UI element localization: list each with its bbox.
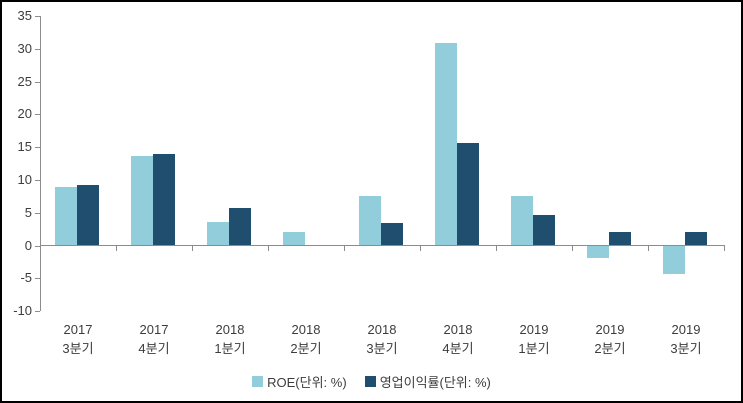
roe-bar — [359, 196, 381, 246]
roe-bar — [511, 196, 533, 246]
y-axis-tick-label: 20 — [17, 106, 32, 122]
y-axis-tick — [35, 278, 40, 279]
legend-swatch-roe — [252, 376, 264, 387]
x-axis-category-year-label: 2018 — [367, 322, 397, 337]
x-axis-tick — [724, 246, 725, 251]
x-axis-category-quarter-label: 3분기 — [366, 341, 398, 356]
x-axis-tick — [572, 246, 573, 251]
y-axis-tick — [35, 147, 40, 148]
legend-swatch-operating-margin — [364, 376, 376, 387]
x-axis-tick — [648, 246, 649, 251]
x-axis-category-year-label: 2019 — [671, 322, 701, 337]
y-axis-tick-label: 35 — [17, 8, 32, 23]
x-axis-category-quarter-label: 4분기 — [138, 341, 170, 356]
x-axis-tick — [40, 246, 41, 251]
y-axis-tick-label: 25 — [17, 73, 32, 89]
x-axis-category-quarter-label: 3분기 — [670, 341, 702, 356]
legend-label-roe: ROE(단위: %) — [267, 375, 347, 390]
x-axis-category-quarter-label: 2분기 — [290, 341, 322, 356]
x-axis-tick — [116, 246, 117, 251]
x-axis-category-year-label: 2019 — [519, 322, 549, 337]
x-axis-category-year-label: 2018 — [443, 322, 473, 337]
y-axis-tick — [35, 49, 40, 50]
y-axis-tick-label: 30 — [17, 40, 32, 56]
x-axis-category-quarter-label: 2분기 — [594, 341, 626, 356]
roe-bar — [55, 187, 77, 246]
legend-item-roe: ROE(단위: %) — [252, 372, 347, 391]
x-axis-category-year-label: 2018 — [291, 322, 321, 337]
x-axis-line — [40, 245, 725, 246]
y-axis-tick-label: -5 — [20, 270, 32, 286]
operating-margin-bar — [457, 142, 479, 246]
roe-bar — [663, 246, 685, 275]
x-axis-category-year-label: 2017 — [63, 322, 93, 337]
x-axis-tick — [420, 246, 421, 251]
operating-margin-bar — [229, 208, 251, 246]
y-axis-tick-label: 5 — [24, 204, 32, 220]
y-axis-tick-label: -10 — [13, 303, 32, 319]
roe-bar — [435, 42, 457, 246]
y-axis-tick — [35, 180, 40, 181]
operating-margin-bar — [685, 232, 707, 246]
y-axis-tick-label: 10 — [17, 171, 32, 187]
y-axis-line — [40, 16, 41, 312]
x-axis-tick — [344, 246, 345, 251]
y-axis-tick — [35, 16, 40, 17]
y-axis-tick-label: 0 — [24, 237, 32, 253]
legend-item-operating-margin: 영업이익률(단위: %) — [364, 372, 491, 391]
x-axis-category-quarter-label: 1분기 — [518, 341, 550, 356]
roe-bar — [283, 231, 305, 246]
x-axis-category-quarter-label: 1분기 — [214, 341, 246, 356]
operating-margin-bar — [77, 185, 99, 246]
roe-bar — [131, 156, 153, 246]
chart-legend: ROE(단위: %) 영업이익률(단위: %) — [2, 372, 741, 391]
operating-margin-bar — [153, 153, 175, 246]
x-axis-tick — [496, 246, 497, 251]
operating-margin-bar — [533, 215, 555, 246]
y-axis-tick — [35, 246, 40, 247]
operating-margin-bar — [609, 232, 631, 246]
x-axis-category-year-label: 2018 — [215, 322, 245, 337]
x-axis-tick — [268, 246, 269, 251]
roe-bar — [207, 221, 229, 246]
roe-bar — [587, 246, 609, 259]
y-axis-tick — [35, 114, 40, 115]
x-axis-category-quarter-label: 4분기 — [442, 341, 474, 356]
operating-margin-bar — [381, 223, 403, 246]
x-axis-category-quarter-label: 3분기 — [62, 341, 94, 356]
x-axis-category-year-label: 2019 — [595, 322, 625, 337]
y-axis-tick — [35, 311, 40, 312]
x-axis-tick — [192, 246, 193, 251]
y-axis-tick — [35, 82, 40, 83]
y-axis-tick-label: 15 — [17, 139, 32, 155]
x-axis-category-year-label: 2017 — [139, 322, 169, 337]
y-axis-tick — [35, 213, 40, 214]
legend-label-operating-margin: 영업이익률(단위: %) — [379, 375, 491, 390]
